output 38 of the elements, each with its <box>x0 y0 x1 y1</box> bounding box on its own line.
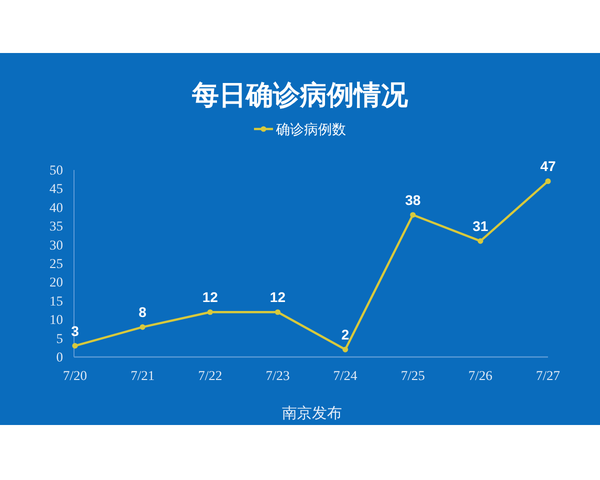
point <box>274 309 281 315</box>
x-tick-label: 7/22 <box>198 368 222 383</box>
data-label: 3 <box>71 322 80 339</box>
text: 南京发布 <box>282 405 342 422</box>
data-label: 8 <box>138 304 147 320</box>
x-tick-label: 7/25 <box>400 368 426 383</box>
y-tick-label: 15 <box>50 293 64 308</box>
point <box>72 342 78 349</box>
point <box>478 238 484 244</box>
y-tick-label: 50 <box>50 162 64 178</box>
y-tick-label: 5 <box>56 330 64 346</box>
x-tick-label: 7/24 <box>333 368 358 383</box>
data-label: 38 <box>405 192 421 208</box>
chart-title: 每日确诊病例情况 <box>191 80 409 110</box>
x-tick-label: 7/26 <box>468 368 493 383</box>
point <box>342 346 348 352</box>
y-tick-label: 10 <box>50 312 64 328</box>
data-label: 12 <box>202 289 218 306</box>
point <box>545 178 551 184</box>
point <box>140 324 146 330</box>
y-tick-label: 30 <box>50 237 64 252</box>
x-tick-label: 7/23 <box>266 368 290 383</box>
data-label: 47 <box>540 158 556 174</box>
y-tick-label: 35 <box>50 218 64 234</box>
y-tick-label: 20 <box>50 274 64 290</box>
x-tick-label: 7/21 <box>130 368 155 383</box>
data-label: 12 <box>270 289 286 306</box>
data-label: 31 <box>472 218 488 234</box>
y-tick-label: 0 <box>56 350 64 364</box>
data-label: 2 <box>341 326 350 343</box>
point <box>410 212 416 218</box>
y-tick-label: 25 <box>50 256 64 271</box>
y-tick-label: 40 <box>50 200 64 215</box>
x-tick-label: 7/27 <box>536 368 560 383</box>
legend-label: 确诊病例数 <box>275 121 346 137</box>
point <box>207 309 213 315</box>
y-tick-label: 45 <box>50 181 64 196</box>
x-tick-label: 7/20 <box>62 368 88 383</box>
